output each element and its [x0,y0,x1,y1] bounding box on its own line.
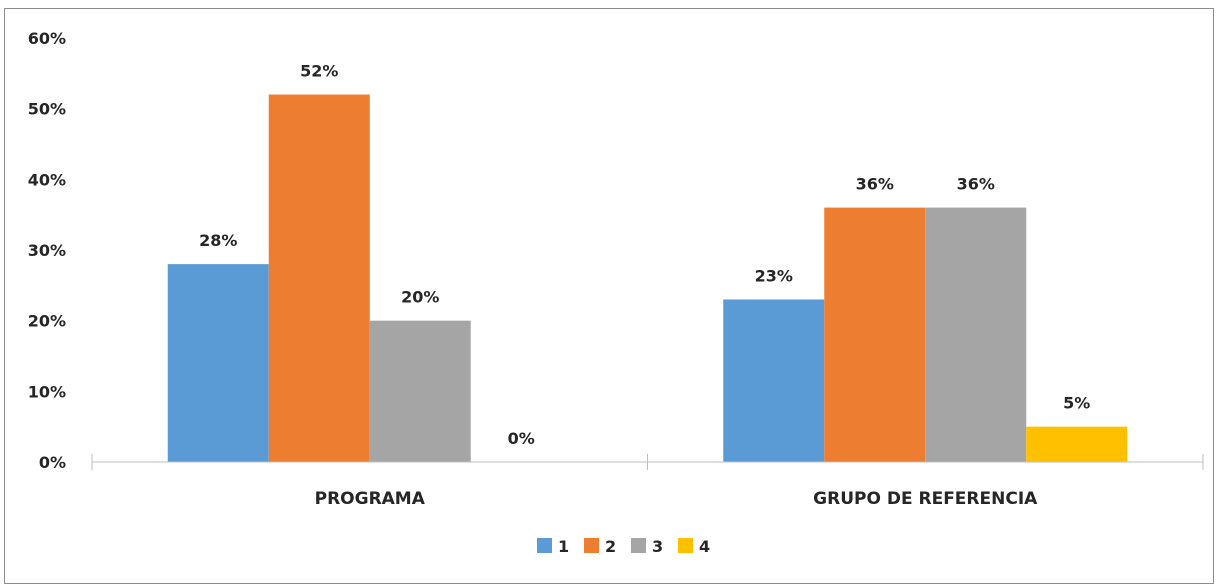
data-label: 5% [1063,394,1090,413]
x-tick-label: PROGRAMA [315,489,426,509]
legend-label: 1 [558,537,569,556]
legend-label: 3 [652,537,663,556]
data-label: 23% [755,266,793,285]
data-label: 36% [957,175,995,194]
bar [268,94,370,463]
bars [167,94,1128,463]
data-label: 36% [856,175,894,194]
legend-swatch [678,538,693,553]
legend-swatch [631,538,646,553]
bar [369,320,471,462]
legend-label: 4 [699,537,710,556]
data-labels: 28% 52% 20% 0% 23% 36% 36% 5% [199,62,1090,448]
data-label: 0% [508,429,535,448]
y-tick-label: 40% [28,170,66,189]
bar [1026,426,1128,462]
y-tick-label: 20% [28,312,66,331]
legend-label: 2 [605,537,616,556]
legend-swatch [584,538,599,553]
y-tick-label: 50% [28,100,66,119]
y-axis-labels: 0% 10% 20% 30% 40% 50% 60% [28,29,66,472]
bar [824,207,926,462]
y-tick-label: 30% [28,241,66,260]
data-label: 28% [199,231,237,250]
data-label: 20% [401,288,439,307]
bar [167,264,269,462]
x-axis: PROGRAMA GRUPO DE REFERENCIA [91,454,1204,509]
bar [723,299,825,462]
y-tick-label: 0% [39,453,66,472]
y-tick-label: 60% [28,29,66,48]
legend-swatch [537,538,552,553]
y-tick-label: 10% [28,382,66,401]
legend: 1 2 3 4 [537,537,710,556]
bar [925,207,1027,462]
x-tick-label: GRUPO DE REFERENCIA [813,489,1038,509]
data-label: 52% [300,62,338,81]
